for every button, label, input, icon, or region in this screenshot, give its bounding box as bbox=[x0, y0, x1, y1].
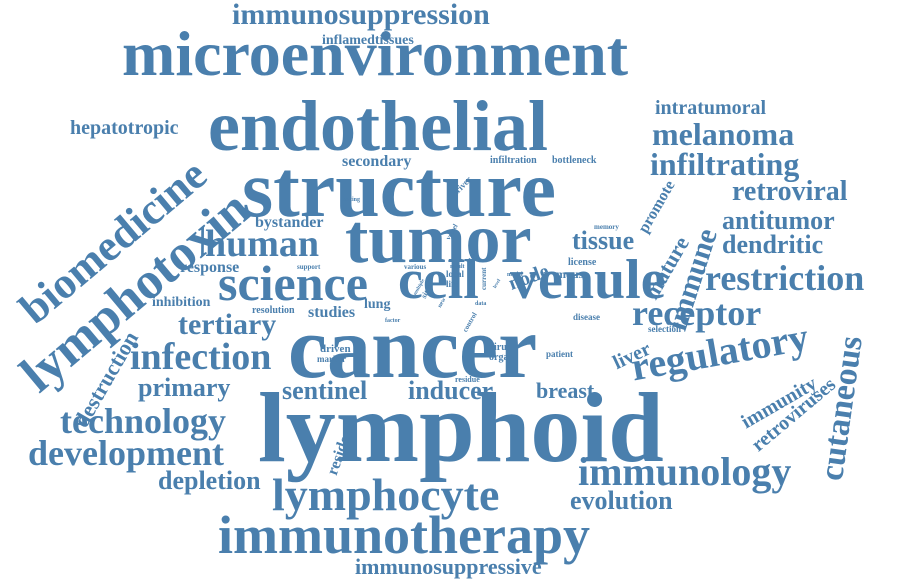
word-marker: marker bbox=[317, 354, 346, 364]
word-infection: infection bbox=[130, 336, 272, 378]
word-cutaneous: cutaneous bbox=[813, 333, 870, 483]
word-evolution: evolution bbox=[570, 486, 673, 515]
word-antitumor: antitumor bbox=[722, 206, 835, 235]
word-science: science bbox=[218, 255, 368, 311]
word-secondary: secondary bbox=[342, 153, 412, 170]
word-restriction: restriction bbox=[705, 258, 865, 298]
word-memory: memory bbox=[594, 223, 619, 231]
word-technology: technology bbox=[60, 401, 226, 441]
word-infiltration: infiltration bbox=[490, 155, 537, 166]
word-data: data bbox=[475, 301, 487, 307]
word-tumor: tumor bbox=[345, 201, 532, 278]
word-primary: primary bbox=[138, 373, 231, 402]
word-intratumoral: intratumoral bbox=[655, 97, 767, 119]
word-studies: studies bbox=[308, 304, 356, 321]
word-immunosuppression: immunosuppression bbox=[232, 0, 490, 31]
word-driven: driven bbox=[320, 343, 351, 355]
word-residue: residue bbox=[455, 375, 480, 384]
word-hepatotropic: hepatotropic bbox=[70, 117, 179, 139]
word-retroviral: retroviral bbox=[732, 176, 848, 207]
word-immunotherapy: immunotherapy bbox=[218, 505, 591, 565]
word-immunosuppressive: immunosuppressive bbox=[355, 554, 542, 579]
word-receptor: receptor bbox=[632, 293, 762, 333]
word-immunology: immunology bbox=[578, 449, 792, 494]
word-result: result bbox=[450, 264, 465, 270]
word-patient: patient bbox=[546, 349, 573, 359]
word-promote: promote bbox=[635, 177, 679, 236]
word-lymphocyte: lymphocyte bbox=[272, 469, 500, 520]
word-bystander: bystander bbox=[255, 214, 324, 231]
word-resolution: resolution bbox=[252, 305, 295, 316]
word-breast: breast bbox=[536, 378, 595, 403]
word-structure: structure bbox=[242, 146, 556, 234]
word-level: level bbox=[493, 278, 503, 290]
word-endothelial: endothelial bbox=[208, 86, 549, 166]
word-setting: setting bbox=[343, 197, 360, 203]
word-venule: venule bbox=[510, 249, 666, 311]
word-microenvironment: microenvironment bbox=[122, 18, 628, 89]
word-tissue: tissue bbox=[572, 226, 635, 255]
word-lung: lung bbox=[364, 297, 391, 312]
word-inducer: inducer bbox=[408, 376, 494, 405]
word-development: development bbox=[28, 433, 224, 473]
word-tertiary: tertiary bbox=[178, 308, 277, 341]
word-mouse: mouse bbox=[556, 267, 589, 281]
word-current: current bbox=[480, 267, 488, 290]
word-response: response bbox=[180, 259, 240, 276]
word-lymphoid: lymphoid bbox=[258, 372, 664, 483]
word-factor: factor bbox=[385, 318, 401, 324]
word-melanoma: melanoma bbox=[652, 116, 795, 152]
word-dendritic: dendritic bbox=[722, 230, 824, 259]
word-disease: disease bbox=[573, 312, 600, 322]
word-infiltrating: infiltrating bbox=[650, 146, 800, 182]
word-model: model bbox=[507, 272, 523, 278]
word-local: local bbox=[446, 269, 464, 279]
word-human: human bbox=[205, 223, 320, 265]
word-life: life bbox=[446, 279, 458, 289]
word-selection: selection bbox=[648, 324, 681, 334]
word-depletion: depletion bbox=[158, 466, 261, 495]
word-cell: cell bbox=[398, 249, 479, 311]
word-inhibition: inhibition bbox=[152, 295, 211, 310]
word-organ: organ bbox=[489, 352, 514, 363]
word-bottleneck: bottleneck bbox=[552, 155, 597, 166]
word-license: license bbox=[568, 257, 597, 268]
word-support: support bbox=[297, 263, 321, 271]
word-various: various bbox=[404, 263, 427, 271]
word-inflamedtissues: inflamedtissues bbox=[322, 33, 414, 48]
word-sentinel: sentinel bbox=[282, 376, 368, 405]
word-cancer: cancer bbox=[288, 300, 538, 397]
word-virus: virus bbox=[489, 342, 511, 353]
